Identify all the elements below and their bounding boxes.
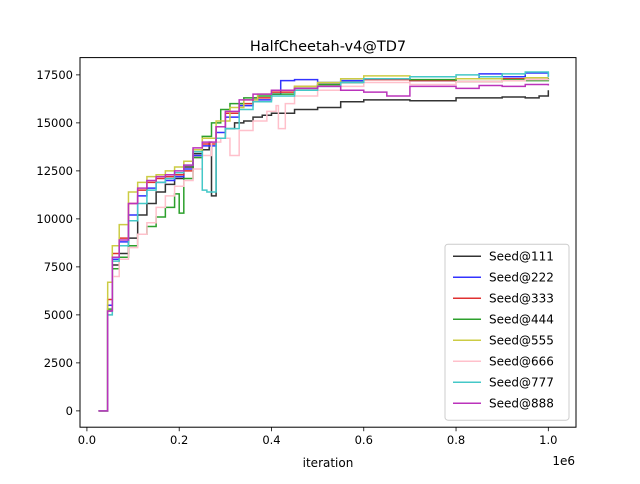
y-tick-label: 17500 xyxy=(36,68,73,82)
chart-title: HalfCheetah-v4@TD7 xyxy=(250,39,406,55)
x-axis: 0.0 0.2 0.4 0.6 0.8 1.0 xyxy=(78,427,557,447)
series-line-seed-777 xyxy=(98,71,550,412)
legend-box xyxy=(444,243,570,421)
y-tick-label: 12500 xyxy=(36,164,73,178)
legend: Seed@111 Seed@222 Seed@333 Seed@444 Seed@555… xyxy=(444,243,570,421)
y-tick-label: 7500 xyxy=(44,260,73,274)
x-axis-multiplier: 1e6 xyxy=(552,454,575,468)
legend-label: Seed@888 xyxy=(489,397,554,411)
y-tick-label: 2500 xyxy=(44,356,73,370)
legend-label: Seed@444 xyxy=(489,313,554,327)
legend-label: Seed@777 xyxy=(489,376,554,390)
x-axis-label: iteration xyxy=(303,456,354,470)
x-tick-label: 0.6 xyxy=(355,433,373,447)
plot-area xyxy=(98,71,550,412)
y-tick-label: 10000 xyxy=(36,212,73,226)
y-tick-label: 0 xyxy=(66,404,73,418)
legend-label: Seed@111 xyxy=(489,250,554,264)
x-tick-label: 0.4 xyxy=(262,433,280,447)
legend-label: Seed@555 xyxy=(489,334,554,348)
y-axis: 0 2500 5000 7500 10000 12500 15000 17500 xyxy=(36,68,80,418)
y-tick-label: 5000 xyxy=(44,308,73,322)
x-tick-label: 0.2 xyxy=(170,433,188,447)
x-tick-label: 1.0 xyxy=(539,433,557,447)
legend-label: Seed@666 xyxy=(489,355,554,369)
legend-label: Seed@222 xyxy=(489,271,554,285)
y-tick-label: 15000 xyxy=(36,116,73,130)
plot-frame xyxy=(79,57,577,428)
x-tick-label: 0.8 xyxy=(447,433,465,447)
legend-label: Seed@333 xyxy=(489,292,554,306)
series-line-seed-888 xyxy=(98,83,550,412)
x-tick-label: 0.0 xyxy=(78,433,96,447)
